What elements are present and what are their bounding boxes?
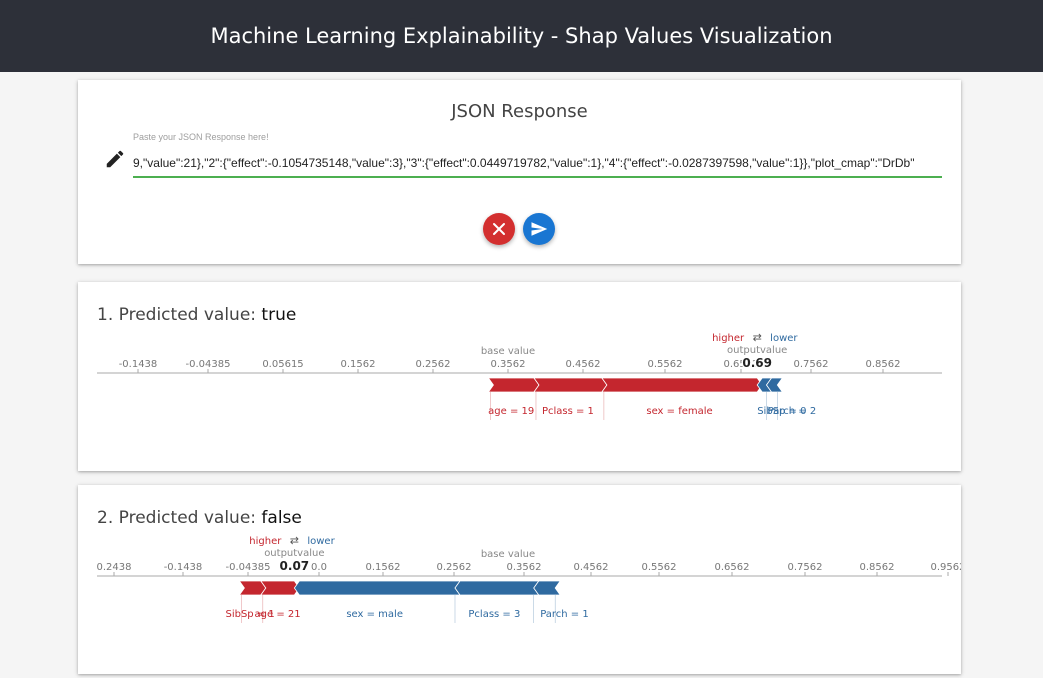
tick-label: 0.7562 — [788, 562, 823, 573]
tick-label: -0.1438 — [164, 562, 203, 573]
feature-label: SibSp = 0 — [757, 406, 806, 417]
tick-label: -0.04385 — [186, 359, 231, 370]
prediction-label: Predicted value: — [118, 508, 257, 528]
shap-force-plot: 0.2438 -0.1438 -0.04385 0.0 0.1562 0.2562 0.35… — [97, 534, 962, 623]
shap-bar-negative — [454, 580, 540, 596]
higher-label: higher — [249, 536, 282, 547]
tick-label: 0.9562 — [931, 562, 962, 573]
shap-bar-negative — [293, 580, 461, 596]
higher-label: higher — [712, 333, 745, 344]
feature-label: sex = female — [646, 406, 712, 417]
json-response-input[interactable] — [133, 150, 942, 178]
tick-label: 0.2562 — [437, 562, 472, 573]
prediction-value: false — [261, 508, 302, 528]
tick-label: 0.05615 — [262, 359, 303, 370]
feature-label: Pclass = 1 — [542, 406, 594, 417]
prediction-title: 2. Predicted value: false — [97, 508, 302, 528]
tick-label: 0.5562 — [642, 562, 677, 573]
feature-label: age = 21 — [255, 609, 301, 620]
shap-force-plot: -0.1438 -0.04385 0.05615 0.1562 0.2562 0.3562… — [97, 331, 942, 420]
prediction-value: true — [261, 305, 297, 325]
prediction-title: 1. Predicted value: true — [97, 305, 296, 325]
output-value: 0.69 — [742, 356, 772, 370]
shap-bar-negative — [533, 580, 561, 596]
lower-label: lower — [770, 333, 798, 344]
tick-label: 0.4562 — [574, 562, 609, 573]
json-response-card: JSON Response Paste your JSON Response h… — [78, 80, 961, 264]
tick-label: 0.7562 — [794, 359, 829, 370]
feature-label: Parch = 1 — [540, 609, 589, 620]
shap-bar-negative — [766, 377, 784, 393]
prediction-label: Predicted value: — [118, 305, 257, 325]
tick-label: 0.3562 — [507, 562, 542, 573]
json-input-label: Paste your JSON Response here! — [133, 132, 269, 142]
close-icon — [493, 223, 505, 235]
feature-label: Parch = 2 — [768, 406, 817, 417]
tick-label: 0.8562 — [866, 359, 901, 370]
shap-bar-positive — [260, 580, 300, 596]
base-value-label: base value — [481, 346, 535, 357]
tick-label: 0.3562 — [491, 359, 526, 370]
tick-label: 0.4562 — [566, 359, 601, 370]
tick-label: -0.1438 — [119, 359, 158, 370]
tick-label: 0.8562 — [860, 562, 895, 573]
feature-label: Pclass = 3 — [468, 609, 520, 620]
shap-bar-positive — [487, 377, 540, 393]
tick-label: 0.1562 — [366, 562, 401, 573]
json-section-title: JSON Response — [451, 101, 588, 122]
direction-legend: higher ⇄ lower — [712, 331, 798, 344]
tick-label: 0.2562 — [416, 359, 451, 370]
prediction-card-2: 2. Predicted value: false 0.2438 -0.1438 -… — [78, 485, 961, 674]
feature-label: SibSp = 1 — [225, 609, 274, 620]
send-button[interactable] — [523, 213, 555, 245]
send-icon — [531, 222, 548, 236]
base-value-label: base value — [481, 549, 535, 560]
swap-arrows-icon: ⇄ — [290, 534, 299, 547]
feature-label: sex = male — [346, 609, 403, 620]
shap-bar-positive — [601, 377, 763, 393]
page-title: Machine Learning Explainability - Shap V… — [210, 24, 833, 48]
output-value-label: outputvalue — [727, 345, 787, 356]
prediction-index: 1. — [97, 305, 114, 325]
lower-label: lower — [307, 536, 335, 547]
shap-bar-positive — [533, 377, 608, 393]
prediction-index: 2. — [97, 508, 114, 528]
tick-label: 0.1562 — [341, 359, 376, 370]
direction-legend: higher ⇄ lower — [249, 534, 335, 547]
prediction-card-1: 1. Predicted value: true -0.1438 -0.04385… — [78, 282, 961, 471]
tick-label: 0.2438 — [97, 562, 132, 573]
tick-label: 0.6562 — [724, 359, 759, 370]
app-header: Machine Learning Explainability - Shap V… — [0, 0, 1043, 72]
output-value: 0.07 — [280, 559, 310, 573]
tick-label: 0.5562 — [648, 359, 683, 370]
swap-arrows-icon: ⇄ — [753, 331, 762, 344]
tick-label: 0.6562 — [715, 562, 750, 573]
feature-label: age = 19 — [488, 406, 534, 417]
pencil-icon — [106, 150, 124, 168]
tick-label: -0.04385 — [226, 562, 271, 573]
clear-button[interactable] — [483, 213, 515, 245]
tick-label: 0.0 — [311, 562, 327, 573]
output-value-label: outputvalue — [264, 548, 324, 559]
